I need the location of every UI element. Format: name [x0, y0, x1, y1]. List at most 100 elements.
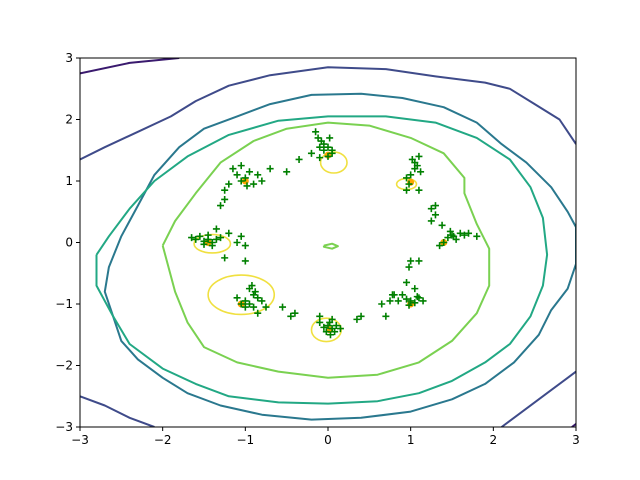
sample-point: [436, 242, 444, 250]
sample-point: [283, 168, 291, 176]
y-tick-label: 3: [65, 51, 73, 65]
sample-point: [413, 293, 421, 301]
sample-point: [254, 294, 262, 302]
sample-point: [237, 162, 245, 170]
sample-point: [316, 312, 324, 320]
x-tick-label: −2: [154, 433, 172, 447]
y-tick-label: −2: [55, 359, 73, 373]
sample-point: [431, 202, 439, 210]
sample-point: [208, 242, 216, 250]
sample-point: [320, 146, 328, 154]
sample-point: [243, 182, 251, 190]
sample-point: [250, 303, 258, 311]
sample-point: [266, 165, 274, 173]
sample-point: [415, 152, 423, 160]
y-tick-label: −3: [55, 420, 73, 434]
sample-point: [295, 155, 303, 163]
y-axis-ticks: −3 −2 −1 0 1 2 3: [55, 51, 80, 434]
x-tick-label: −3: [71, 433, 89, 447]
sample-point-layer: [188, 128, 481, 339]
mode-ellipse-0: [319, 151, 348, 174]
sample-point: [221, 195, 229, 203]
sample-point: [217, 202, 225, 210]
sample-point: [438, 221, 446, 229]
sample-point: [316, 154, 324, 162]
sample-point: [200, 240, 208, 248]
sample-point: [250, 180, 258, 188]
sample-point: [407, 257, 415, 265]
mode-ellipse-layer: [193, 151, 418, 343]
sample-point: [405, 263, 413, 271]
sample-point: [212, 235, 220, 243]
sample-point: [411, 299, 419, 307]
y-tick-label: 1: [65, 174, 73, 188]
sample-point: [403, 174, 411, 182]
sample-point: [331, 328, 339, 336]
contour-line-5: [103, 92, 576, 421]
sample-point: [245, 168, 253, 176]
sample-point: [328, 149, 336, 157]
sample-point: [225, 180, 233, 188]
sample-point: [245, 300, 253, 308]
sample-point: [431, 211, 439, 219]
sample-point: [241, 242, 249, 250]
contour-line-8: [322, 242, 339, 250]
x-tick-label: 2: [490, 433, 498, 447]
sample-point: [241, 297, 249, 305]
sample-point: [382, 312, 390, 320]
sample-point: [229, 165, 237, 173]
sample-point: [415, 186, 423, 194]
sample-point: [324, 152, 332, 160]
sample-point: [417, 168, 425, 176]
mode-ellipse-3: [207, 274, 276, 316]
sample-point: [407, 171, 415, 179]
sample-point: [326, 134, 334, 142]
sample-point: [407, 297, 415, 305]
sample-point: [408, 155, 416, 163]
sample-point: [204, 231, 212, 239]
sample-point: [328, 315, 336, 323]
y-tick-label: 2: [65, 113, 73, 127]
sample-point: [254, 309, 262, 317]
sample-point: [440, 239, 448, 246]
sample-point: [225, 229, 233, 237]
sample-point: [419, 297, 427, 305]
sample-point: [233, 294, 241, 302]
sample-point: [446, 227, 454, 235]
sample-point: [411, 285, 419, 293]
x-tick-label: 3: [572, 433, 580, 447]
x-tick-label: 1: [407, 433, 415, 447]
sample-point: [237, 177, 245, 185]
sample-point: [336, 325, 344, 333]
sample-point: [279, 303, 287, 311]
sample-point: [456, 229, 464, 237]
sample-point: [403, 186, 411, 194]
sample-point: [405, 180, 413, 188]
contour-line-0: [80, 58, 180, 75]
contour-line-3: [80, 395, 155, 427]
sample-point: [258, 177, 266, 185]
sample-point: [415, 257, 423, 265]
sample-point: [248, 282, 256, 290]
sample-point: [237, 232, 245, 240]
sample-point: [444, 234, 452, 242]
sample-point: [251, 288, 259, 296]
sample-point: [320, 323, 328, 331]
sample-point: [405, 301, 413, 309]
sample-point: [394, 297, 402, 305]
sample-point: [254, 171, 262, 179]
sample-point: [188, 234, 196, 242]
contour-line-2: [80, 66, 576, 161]
contour-line-7: [161, 121, 491, 379]
y-tick-label: −1: [55, 297, 73, 311]
sample-point: [212, 225, 220, 233]
sample-point: [390, 291, 398, 299]
sample-point: [291, 309, 299, 317]
sample-point: [473, 232, 481, 240]
x-axis-ticks: −3 −2 −1 0 1 2 3: [71, 427, 580, 447]
sample-point: [262, 303, 270, 311]
sample-point: [241, 303, 249, 311]
sample-point: [322, 328, 330, 336]
sample-point: [192, 235, 200, 243]
